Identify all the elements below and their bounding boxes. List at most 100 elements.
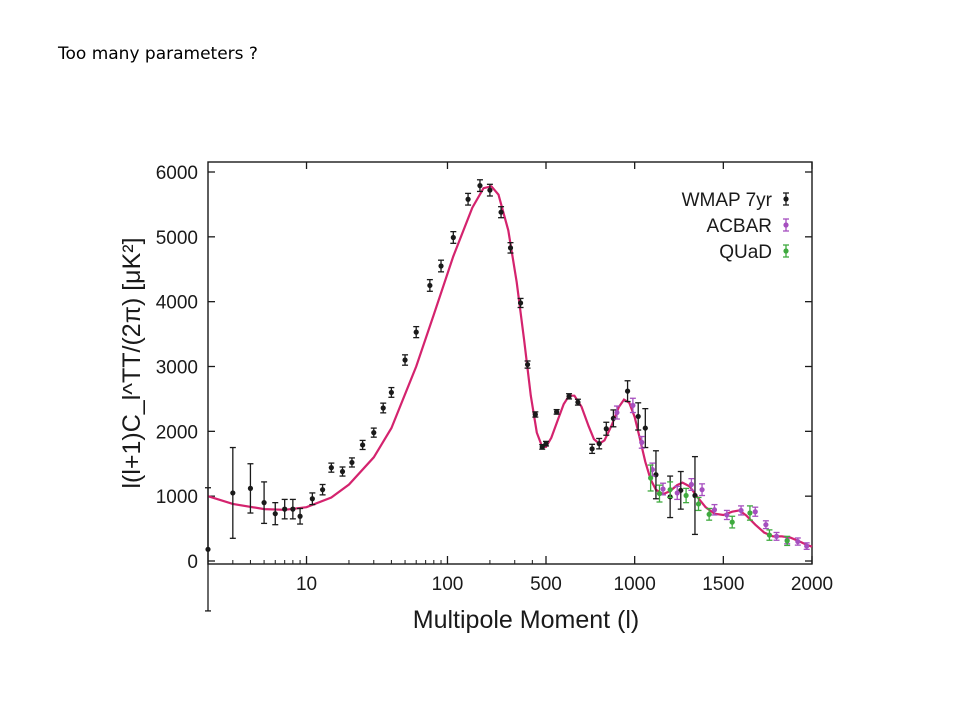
x-tick-label: 500 (530, 574, 562, 595)
legend-item: WMAP 7yr (682, 190, 789, 211)
series-wmap-7yr (205, 179, 698, 612)
data-point-acbar (699, 483, 706, 497)
data-point-wmap-7yr (486, 183, 493, 197)
data-point-wmap-7yr (524, 360, 531, 369)
data-point-wmap-7yr (281, 498, 288, 520)
data-point-acbar (674, 485, 681, 501)
data-points (205, 179, 810, 612)
x-axis-title: Multipole Moment (l) (413, 606, 639, 634)
y-axis-title: l(l+1)C_l^TT/(2π) [μK²] (118, 237, 146, 488)
y-tick-label: 2000 (156, 422, 198, 443)
data-point-quad (656, 484, 663, 503)
x-tick-label: 10 (296, 574, 317, 595)
data-point-acbar (794, 537, 801, 546)
data-point-quad (647, 464, 654, 492)
y-tick-label: 1000 (156, 487, 198, 508)
data-point-wmap-7yr (229, 446, 236, 539)
y-tick-label: 3000 (156, 358, 198, 379)
data-point-wmap-7yr (205, 487, 211, 612)
data-point-wmap-7yr (261, 481, 268, 525)
plot-frame (207, 161, 813, 565)
data-point-wmap-7yr (370, 427, 377, 438)
data-point-wmap-7yr (596, 437, 603, 450)
data-point-wmap-7yr (566, 393, 573, 400)
data-point-wmap-7yr (297, 507, 304, 525)
data-point-acbar (638, 435, 645, 449)
data-point-acbar (752, 506, 759, 517)
series-acbar (613, 397, 810, 550)
data-point-quad (706, 507, 713, 521)
data-point-wmap-7yr (309, 492, 316, 506)
data-point-acbar (738, 505, 745, 516)
legend-item: ACBAR (707, 216, 789, 237)
data-point-acbar (773, 531, 780, 541)
legend-label: WMAP 7yr (682, 190, 773, 211)
data-point-wmap-7yr (348, 457, 355, 468)
x-tick-label: 1500 (702, 574, 744, 595)
data-point-wmap-7yr (413, 325, 420, 339)
slide-title: Too many parameters ? (58, 44, 258, 64)
data-point-wmap-7yr (465, 192, 472, 206)
data-point-quad (695, 496, 702, 512)
data-point-wmap-7yr (476, 179, 483, 193)
data-point-wmap-7yr (624, 380, 631, 403)
data-point-acbar (803, 542, 810, 550)
data-point-acbar (762, 520, 769, 530)
data-point-wmap-7yr (553, 408, 560, 415)
legend-label: ACBAR (707, 216, 772, 237)
data-point-wmap-7yr (691, 455, 698, 536)
data-point-quad (746, 505, 753, 521)
data-point-wmap-7yr (574, 398, 581, 406)
data-point-wmap-7yr (589, 443, 596, 455)
data-point-wmap-7yr (438, 259, 445, 273)
model-curve (207, 185, 813, 548)
data-point-wmap-7yr (359, 439, 366, 451)
y-tick-label: 6000 (156, 163, 198, 184)
data-point-wmap-7yr (507, 242, 514, 254)
data-point-wmap-7yr (517, 297, 524, 309)
data-point-wmap-7yr (319, 483, 326, 496)
data-point-wmap-7yr (603, 421, 610, 436)
data-point-wmap-7yr (339, 466, 346, 477)
legend-marker (783, 218, 789, 232)
data-point-quad (784, 535, 791, 547)
data-point-wmap-7yr (328, 462, 335, 473)
x-axis: 10 100 500 1000 1500 2000 (232, 162, 833, 595)
legend-item: QUaD (719, 242, 789, 263)
data-point-quad (683, 487, 690, 504)
x-tick-label: 100 (432, 574, 464, 595)
data-point-acbar (711, 503, 718, 516)
series-quad (647, 464, 791, 547)
legend: WMAP 7yr ACBAR QUaD (682, 190, 789, 263)
data-point-wmap-7yr (532, 411, 539, 418)
data-point-wmap-7yr (426, 278, 433, 292)
data-point-wmap-7yr (610, 409, 617, 428)
data-point-wmap-7yr (388, 386, 395, 398)
data-point-acbar (723, 509, 730, 521)
data-point-wmap-7yr (289, 498, 296, 520)
x-tick-label: 1000 (614, 574, 656, 595)
data-point-wmap-7yr (272, 501, 279, 526)
data-point-acbar (629, 397, 636, 414)
data-point-wmap-7yr (498, 206, 505, 219)
data-point-acbar (613, 405, 620, 420)
data-point-acbar (688, 478, 695, 491)
legend-label: QUaD (719, 242, 772, 263)
data-point-wmap-7yr (677, 470, 684, 510)
data-point-wmap-7yr (247, 463, 254, 514)
y-tick-label: 4000 (156, 293, 198, 314)
legend-marker (783, 244, 789, 258)
data-point-wmap-7yr (380, 402, 387, 414)
data-point-quad (766, 529, 773, 541)
y-tick-label: 5000 (156, 228, 198, 249)
data-point-wmap-7yr (543, 440, 549, 447)
data-point-wmap-7yr (635, 402, 642, 431)
y-tick-label: 0 (187, 552, 198, 573)
y-axis: 0 1000 2000 3000 4000 5000 6000 (156, 163, 812, 573)
data-point-quad (729, 515, 736, 529)
x-tick-label: 2000 (791, 574, 833, 595)
legend-marker (783, 192, 789, 206)
data-point-quad (667, 481, 674, 499)
data-point-wmap-7yr (450, 230, 457, 244)
